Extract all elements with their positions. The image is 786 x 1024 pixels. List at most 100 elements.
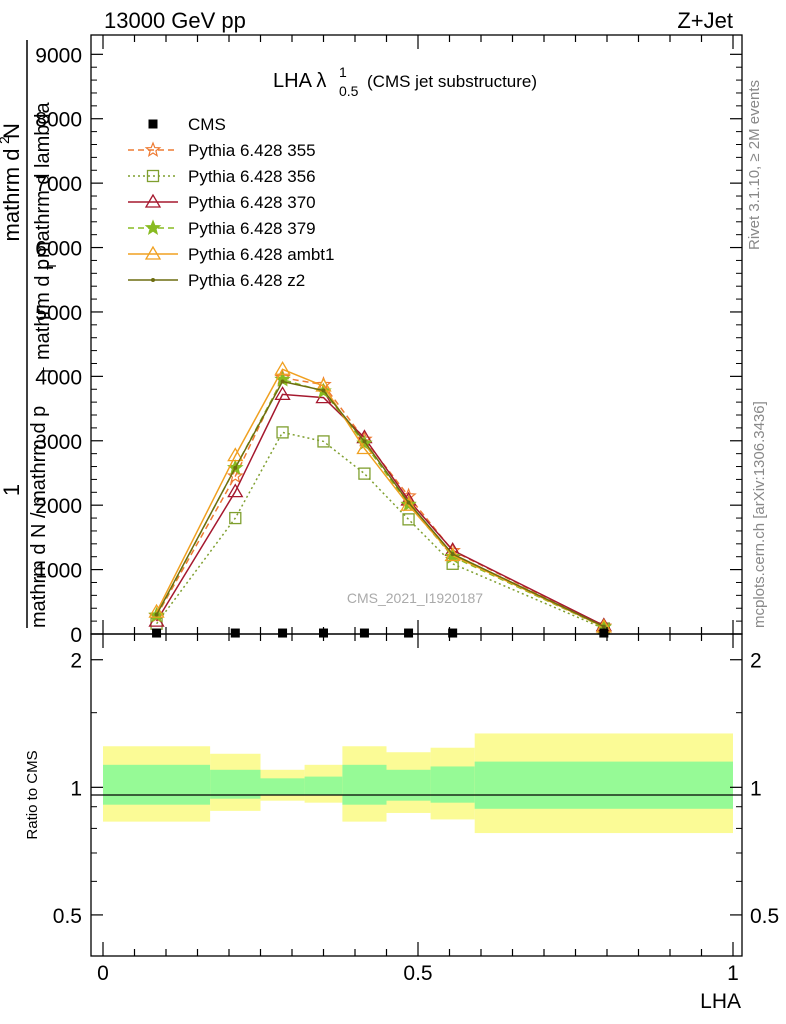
series-point-pythia-6-428-ambt1 — [400, 496, 417, 511]
series-point-pythia-6-428-356 — [229, 511, 242, 525]
legend-label: Pythia 6.428 355 — [188, 141, 316, 160]
series-point-pythia-6-428-370 — [274, 386, 291, 401]
ylabel-numerator-rest: N — [0, 123, 24, 139]
ratio-ytick-label-right: 2 — [750, 650, 762, 673]
plot-title-main: LHA λ — [273, 70, 326, 92]
legend-marker — [144, 219, 162, 236]
plot-title-sup: 1 — [339, 64, 347, 80]
ylabel-numerator-one: 1 — [0, 484, 24, 496]
legend-marker — [148, 119, 158, 129]
series-point-pythia-6-428-ambt1 — [148, 603, 165, 618]
ylabel-denominator-b-sub: T — [44, 262, 59, 270]
main-series-group — [148, 360, 613, 638]
plot-title-suffix: (CMS jet substructure) — [367, 72, 537, 91]
legend-item-pythia-6-428-370: Pythia 6.428 370 — [128, 193, 316, 212]
series-point-pythia-6-428-z2 — [406, 500, 411, 505]
ratio-frame — [90, 633, 743, 957]
plot-title: LHA λ 1 0.5 (CMS jet substructure) — [273, 64, 537, 99]
legend-label: CMS — [188, 115, 226, 134]
ratio-band-inner — [386, 769, 431, 801]
legend-item-pythia-6-428-ambt1: Pythia 6.428 ambt1 — [128, 245, 334, 264]
legend-item-pythia-6-428-356: Pythia 6.428 356 — [128, 167, 316, 186]
series-cms — [152, 628, 609, 638]
main-ytick-label: 7000 — [35, 173, 82, 196]
plot-title-sub: 0.5 — [339, 83, 359, 99]
ylabel-numerator-two: mathrm d — [0, 149, 24, 242]
legend-item-pythia-6-428-z2: Pythia 6.428 z2 — [128, 271, 305, 290]
series-point-pythia-6-428-z2 — [154, 612, 159, 617]
ylabel-denominator-a-sub: T — [40, 367, 55, 375]
series-point-pythia-6-428-z2 — [280, 379, 285, 384]
series-line-pythia-6-428-355 — [155, 376, 605, 627]
series-point-cms — [404, 628, 414, 638]
series-point-pythia-6-428-356 — [402, 513, 415, 526]
series-point-cms — [599, 628, 609, 638]
legend-item-cms: CMS — [148, 115, 226, 134]
x-axis-label: LHA — [700, 990, 741, 1013]
legend-label: Pythia 6.428 356 — [188, 167, 316, 186]
series-point-pythia-6-428-355 — [226, 467, 244, 484]
main-ylabel: 1 mathrm d 2 N mathrm d N / mathrm d p T… — [0, 40, 59, 628]
legend-label: Pythia 6.428 370 — [188, 193, 316, 212]
ratio-band-inner — [260, 778, 305, 795]
ratio-ytick-label: 1 — [70, 777, 82, 800]
series-point-pythia-6-428-ambt1 — [444, 547, 461, 562]
series-point-pythia-6-428-z2 — [233, 465, 238, 470]
legend-marker — [144, 141, 162, 158]
legend-marker — [144, 245, 162, 260]
main-ytick-label: 6000 — [35, 238, 82, 261]
series-pythia-6-428-z2 — [154, 379, 606, 629]
ratio-band-inner — [430, 766, 475, 803]
ratio-ytick-label-right: 1 — [750, 777, 762, 800]
series-point-pythia-6-428-z2 — [362, 439, 367, 444]
main-ytick-label: 4000 — [35, 366, 82, 389]
series-point-pythia-6-428-ambt1 — [274, 360, 291, 375]
ylabel-numerator-sup: 2 — [0, 136, 12, 144]
main-ytick-label: 9000 — [35, 44, 82, 67]
main-ytick-label: 1000 — [35, 560, 82, 583]
ylabel-denominator-a: mathrm d N / mathrm d p — [28, 406, 50, 628]
series-point-cms — [359, 628, 369, 638]
ratio-xtick-label: 1 — [727, 962, 739, 985]
legend-marker — [151, 278, 155, 282]
legend-label: Pythia 6.428 379 — [188, 219, 316, 238]
series-point-pythia-6-428-356 — [276, 426, 289, 439]
rivet-label: Rivet 3.1.10, ≥ 2M events — [746, 80, 763, 250]
ratio-band-inner — [474, 761, 733, 809]
ratio-ytick-label: 2 — [70, 650, 82, 673]
header-left: 13000 GeV pp — [104, 8, 246, 33]
ratio-bands — [103, 733, 733, 834]
series-point-cms — [230, 628, 240, 638]
ratio-band-inner — [210, 769, 261, 799]
series-point-pythia-6-428-ambt1 — [227, 447, 244, 462]
ratio-xtick-label: 0.5 — [403, 962, 432, 985]
ratio-band-inner — [342, 764, 387, 805]
main-ytick-label: 3000 — [35, 431, 82, 454]
series-line-pythia-6-428-ambt1 — [155, 368, 605, 628]
main-ytick-label: 8000 — [35, 109, 82, 132]
main-ytick-label: 0 — [70, 624, 82, 647]
series-point-pythia-6-428-z2 — [450, 552, 455, 557]
ylabel-denominator-b-rest: mathrm d lambda — [32, 102, 54, 258]
series-point-pythia-6-428-370 — [227, 483, 244, 498]
series-point-cms — [278, 628, 288, 638]
main-ytick-label: 5000 — [35, 302, 82, 325]
header-right: Z+Jet — [677, 8, 733, 33]
legend: CMS Pythia 6.428 355 Pythia 6.428 356 Pythi… — [128, 115, 334, 290]
ratio-ytick-label: 0.5 — [53, 905, 82, 928]
main-ytick-label: 2000 — [35, 495, 82, 518]
series-point-cms — [152, 628, 162, 638]
legend-item-pythia-6-428-355: Pythia 6.428 355 — [128, 141, 316, 160]
series-pythia-6-428-ambt1 — [148, 360, 612, 633]
ratio-band-inner — [103, 764, 211, 805]
series-point-cms — [448, 628, 458, 638]
legend-label: Pythia 6.428 z2 — [188, 271, 305, 290]
watermark: CMS_2021_I1920187 — [347, 590, 483, 606]
mcplots-label: mcplots.cern.ch [arXiv:1306.3436] — [751, 401, 768, 628]
ratio-ytick-label-right: 0.5 — [750, 905, 779, 928]
series-point-pythia-6-428-z2 — [601, 624, 606, 629]
series-point-pythia-6-428-z2 — [321, 388, 326, 393]
legend-marker — [144, 193, 162, 208]
ratio-band-inner — [304, 776, 343, 795]
